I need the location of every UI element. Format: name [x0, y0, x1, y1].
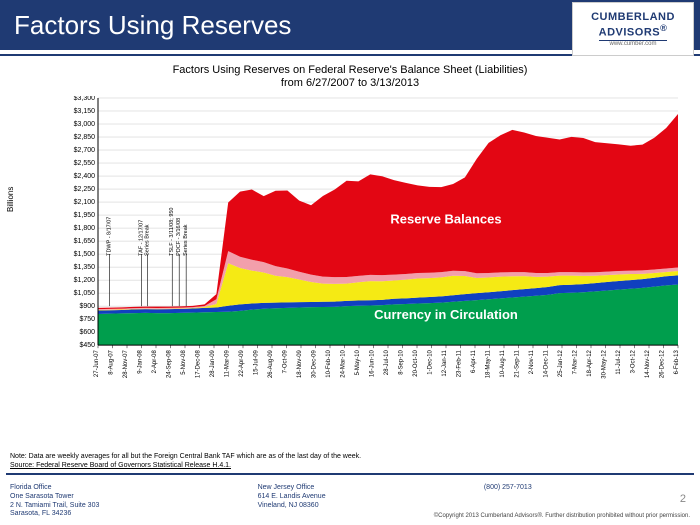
svg-text:$2,250: $2,250	[74, 186, 95, 193]
svg-text:Series Break: Series Break	[144, 224, 150, 256]
svg-text:21-Sep-11: 21-Sep-11	[514, 349, 520, 377]
slide: Factors Using Reserves CUMBERLAND ADVISO…	[0, 0, 700, 525]
svg-text:30-May-12: 30-May-12	[601, 349, 607, 378]
svg-text:7-Oct-09: 7-Oct-09	[282, 349, 288, 373]
svg-text:28-Jul-10: 28-Jul-10	[384, 349, 390, 375]
chart-area: Factors Using Reserves on Federal Reserv…	[0, 62, 700, 457]
svg-text:$1,500: $1,500	[74, 251, 95, 258]
svg-text:24-Mar-10: 24-Mar-10	[340, 349, 346, 377]
svg-text:$3,300: $3,300	[74, 96, 95, 102]
svg-text:$2,850: $2,850	[74, 134, 95, 141]
svg-text:12-Jan-11: 12-Jan-11	[442, 349, 448, 376]
footer-florida: Florida Office One Sarasota Tower 2 N. T…	[10, 484, 99, 519]
svg-text:$900: $900	[79, 303, 95, 310]
plot: $450 $600 $750 $900 $1,050 $1,200 $1,350 $1,500…	[58, 96, 682, 395]
svg-text:$2,100: $2,100	[74, 199, 95, 206]
svg-text:7-Mar-12: 7-Mar-12	[572, 349, 578, 374]
svg-text:$1,350: $1,350	[74, 264, 95, 271]
svg-text:8-Aug-07: 8-Aug-07	[108, 349, 114, 374]
svg-text:Reserve Balances: Reserve Balances	[390, 212, 501, 227]
svg-text:Currency in Circulation: Currency in Circulation	[374, 307, 518, 322]
svg-text:6-Feb-13: 6-Feb-13	[674, 349, 680, 374]
logo-url: www.cumber.com	[609, 41, 656, 47]
svg-text:9-Jan-08: 9-Jan-08	[137, 349, 143, 373]
svg-text:26-Aug-09: 26-Aug-09	[268, 349, 274, 378]
svg-text:$1,650: $1,650	[74, 238, 95, 245]
svg-text:14-Nov-12: 14-Nov-12	[645, 349, 651, 378]
svg-text:$2,700: $2,700	[74, 147, 95, 154]
svg-text:2-Apr-08: 2-Apr-08	[152, 349, 158, 373]
svg-text:$600: $600	[79, 329, 95, 336]
logo-line2: ADVISORS®	[599, 23, 668, 41]
svg-text:20-Oct-10: 20-Oct-10	[413, 349, 419, 376]
svg-text:18-Nov-09: 18-Nov-09	[297, 349, 303, 378]
svg-text:$750: $750	[79, 316, 95, 323]
svg-text:6-Apr-11: 6-Apr-11	[471, 349, 477, 372]
note-source: Source: Federal Reserve Board of Governo…	[10, 462, 231, 469]
svg-text:28-Jan-09: 28-Jan-09	[210, 349, 216, 377]
svg-text:24-Sep-08: 24-Sep-08	[166, 349, 172, 378]
svg-text:27-Jun-07: 27-Jun-07	[94, 349, 100, 377]
copyright: ©Copyright 2013 Cumberland Advisors®. Fu…	[434, 513, 690, 519]
svg-text:$1,050: $1,050	[74, 290, 95, 297]
svg-text:TSLF - 3/11/08; 950: TSLF - 3/11/08; 950	[169, 208, 175, 256]
svg-text:10-Feb-10: 10-Feb-10	[326, 349, 332, 377]
footer-nj: New Jersey Office 614 E. Landis Avenue V…	[258, 484, 326, 519]
svg-text:11-Mar-09: 11-Mar-09	[224, 349, 230, 377]
svg-text:16-Jun-10: 16-Jun-10	[369, 349, 375, 377]
svg-text:$1,800: $1,800	[74, 225, 95, 232]
svg-text:14-Dec-11: 14-Dec-11	[543, 349, 549, 377]
svg-text:30-Dec-09: 30-Dec-09	[311, 349, 317, 378]
page-title: Factors Using Reserves	[14, 10, 291, 41]
svg-text:$3,150: $3,150	[74, 108, 95, 115]
page-number: 2	[680, 493, 686, 505]
svg-text:$2,550: $2,550	[74, 160, 95, 167]
svg-text:3-Oct-12: 3-Oct-12	[630, 349, 636, 373]
svg-text:26-Dec-12: 26-Dec-12	[659, 349, 665, 378]
svg-text:22-Apr-09: 22-Apr-09	[239, 349, 245, 376]
svg-text:8-Sep-10: 8-Sep-10	[398, 349, 404, 374]
chart-note: Note: Data are weekly averages for all b…	[10, 453, 690, 470]
svg-text:TDWP - 8/17/07: TDWP - 8/17/07	[107, 217, 113, 256]
logo-line1: CUMBERLAND	[591, 11, 675, 23]
chart-svg: $450 $600 $750 $900 $1,050 $1,200 $1,350 $1,500…	[58, 96, 682, 395]
svg-text:$1,200: $1,200	[74, 277, 95, 284]
svg-text:23-Feb-11: 23-Feb-11	[456, 349, 462, 377]
svg-text:25-Jan-12: 25-Jan-12	[558, 349, 564, 377]
svg-text:18-May-11: 18-May-11	[485, 349, 491, 378]
y-axis-label: Billions	[6, 187, 15, 212]
svg-text:$1,950: $1,950	[74, 212, 95, 219]
svg-text:$2,400: $2,400	[74, 173, 95, 180]
svg-text:18-Apr-12: 18-Apr-12	[587, 349, 593, 376]
svg-text:$450: $450	[79, 342, 95, 349]
svg-text:2-Nov-11: 2-Nov-11	[529, 349, 535, 374]
svg-text:17-Dec-08: 17-Dec-08	[195, 349, 201, 378]
svg-text:$3,000: $3,000	[74, 121, 95, 128]
svg-text:5-Nov-08: 5-Nov-08	[181, 349, 187, 374]
svg-text:11-Jul-12: 11-Jul-12	[616, 349, 622, 374]
svg-text:5-May-10: 5-May-10	[355, 349, 361, 375]
note-line1: Note: Data are weekly averages for all b…	[10, 453, 361, 460]
svg-text:28-Nov-07: 28-Nov-07	[123, 349, 129, 378]
svg-text:PDCF - 3/16/08: PDCF - 3/16/08	[176, 218, 182, 256]
svg-text:1-Dec-10: 1-Dec-10	[427, 349, 433, 374]
chart-title: Factors Using Reserves on Federal Reserv…	[0, 64, 700, 90]
svg-text:15-Jul-09: 15-Jul-09	[253, 349, 259, 375]
brand-logo: CUMBERLAND ADVISORS® www.cumber.com	[572, 2, 694, 56]
footer-rule	[6, 473, 694, 475]
svg-text:Series Break: Series Break	[183, 224, 189, 256]
svg-text:10-Aug-11: 10-Aug-11	[500, 349, 506, 377]
